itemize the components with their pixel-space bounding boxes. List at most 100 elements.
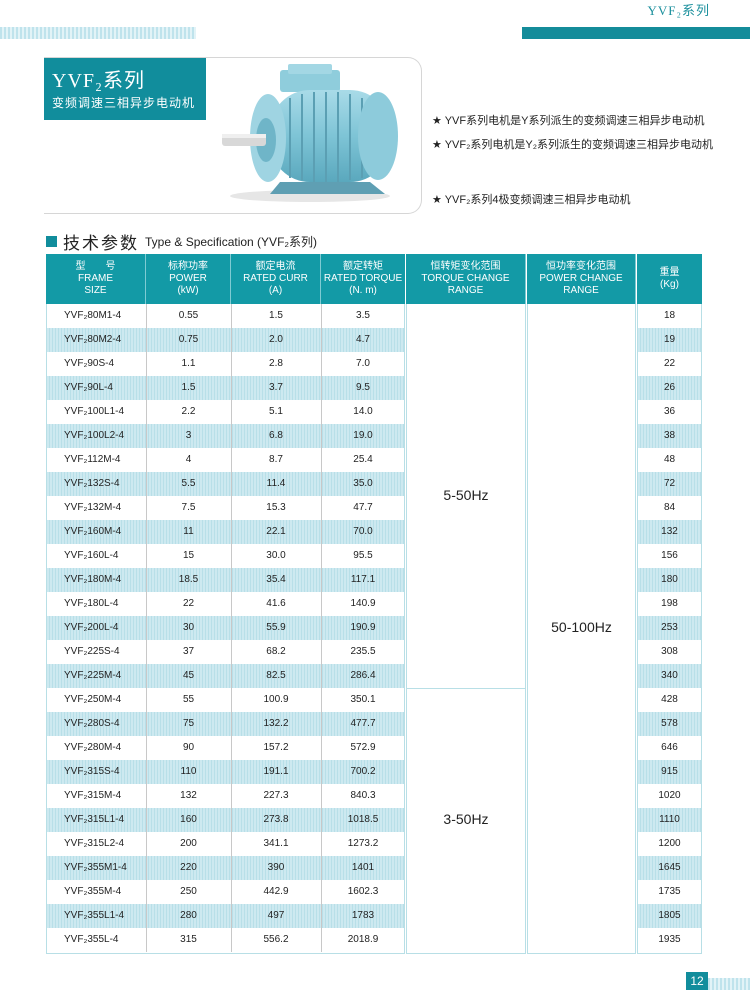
column-header: 型 号 FRAME SIZE bbox=[46, 254, 146, 304]
top-decor-strip-right bbox=[522, 27, 750, 39]
table-cell-curr: 100.9 bbox=[263, 694, 289, 705]
table-cell-power: 45 bbox=[182, 670, 195, 681]
column-header-line: (kW) bbox=[177, 285, 199, 296]
table-cell-power: 15 bbox=[182, 550, 195, 561]
spec-section-title: 技术参数 Type & Specification (YVF₂系列) bbox=[46, 229, 317, 254]
table-cell-power: 7.5 bbox=[181, 502, 196, 513]
column-header-line: 恒转矩变化范围 bbox=[430, 261, 501, 272]
table-cell-weight: 19 bbox=[663, 334, 676, 345]
table-cell-curr: 3.7 bbox=[269, 382, 283, 393]
table-row bbox=[638, 520, 701, 544]
table-cell-curr: 22.1 bbox=[266, 526, 286, 537]
table-cell-frame: YVF₂132S-4 bbox=[64, 478, 120, 489]
table-cell-curr: 1.5 bbox=[269, 310, 283, 321]
table-cell-weight: 428 bbox=[661, 694, 678, 705]
column-header-line: RATED CURR bbox=[243, 273, 308, 284]
table-cell-curr: 35.4 bbox=[266, 574, 286, 585]
table-cell-weight: 915 bbox=[661, 766, 678, 777]
table-cell-curr: 157.2 bbox=[263, 742, 289, 753]
table-cell-frame: YVF₂355L1-4 bbox=[64, 910, 125, 921]
table-cell-curr: 390 bbox=[267, 862, 285, 873]
square-bullet-icon bbox=[46, 236, 57, 247]
table-cell-frame: YVF₂315L1-4 bbox=[64, 814, 125, 825]
column-header-line: 恒功率变化范围 bbox=[546, 261, 616, 272]
table-row bbox=[47, 904, 404, 928]
table-cell-weight: 578 bbox=[661, 718, 678, 729]
table-cell-weight: 48 bbox=[663, 454, 676, 465]
table-cell-power: 110 bbox=[180, 766, 197, 777]
column-header: 恒转矩变化范围 TORQUE CHANGE RANGE bbox=[406, 254, 526, 304]
table-cell-power: 75 bbox=[182, 718, 195, 729]
table-cell-torque: 840.3 bbox=[350, 790, 376, 801]
column-divider bbox=[321, 304, 322, 952]
table-cell-weight: 646 bbox=[661, 742, 678, 753]
table-cell-power: 30 bbox=[182, 622, 195, 633]
table-row bbox=[47, 424, 404, 448]
table-row bbox=[47, 856, 404, 880]
table-cell-weight: 84 bbox=[663, 502, 676, 513]
table-cell-power: 0.75 bbox=[178, 334, 199, 345]
table-cell-power: 11 bbox=[183, 526, 194, 537]
table-cell-weight: 340 bbox=[661, 670, 678, 681]
table-cell-torque: 235.5 bbox=[350, 646, 376, 657]
spec-title-en: Type & Specification (YVF₂系列) bbox=[145, 235, 318, 249]
column-header-line: 额定转矩 bbox=[343, 261, 383, 272]
column-header-line: 标称功率 bbox=[168, 261, 208, 272]
table-row bbox=[47, 664, 404, 688]
column-header-line: 型 号 bbox=[75, 261, 116, 272]
column-header-line: FRAME bbox=[78, 273, 113, 284]
table-cell-curr: 497 bbox=[267, 910, 285, 921]
table-cell-weight: 308 bbox=[661, 646, 678, 657]
page-decor-strip bbox=[708, 978, 750, 990]
table-cell-curr: 30.0 bbox=[266, 550, 286, 561]
table-cell-weight: 36 bbox=[663, 406, 676, 417]
table-cell-weight: 1110 bbox=[659, 814, 680, 825]
table-row bbox=[47, 520, 404, 544]
table-cell-frame: YVF₂280S-4 bbox=[64, 718, 120, 729]
table-body-column-group bbox=[406, 304, 526, 954]
table-row bbox=[638, 664, 701, 688]
table-cell-power: 5.5 bbox=[181, 478, 196, 489]
hero-subtitle: 变频调速三相异步电动机 bbox=[52, 96, 196, 110]
table-cell-power: 250 bbox=[180, 886, 197, 897]
table-row bbox=[638, 760, 701, 784]
table-cell-frame: YVF₂280M-4 bbox=[64, 742, 122, 753]
column-header: 恒功率变化范围 POWER CHANGE RANGE bbox=[527, 254, 636, 304]
table-cell-torque: 47.7 bbox=[353, 502, 373, 513]
table-body-column-group bbox=[637, 304, 702, 954]
table-cell-power: 1.1 bbox=[181, 358, 196, 369]
column-header: 额定电流 RATED CURR (A) bbox=[231, 254, 321, 304]
table-cell-curr: 227.3 bbox=[263, 790, 289, 801]
table-cell-frame: YVF₂315L2-4 bbox=[64, 838, 125, 849]
column-header-line: POWER CHANGE bbox=[539, 273, 623, 284]
table-cell-curr: 556.2 bbox=[263, 934, 289, 945]
table-cell-weight: 38 bbox=[663, 430, 676, 441]
table-row bbox=[47, 616, 404, 640]
table-row bbox=[47, 760, 404, 784]
table-cell-curr: 273.8 bbox=[263, 814, 289, 825]
table-cell-torque: 4.7 bbox=[356, 334, 370, 345]
table-cell-frame: YVF₂225S-4 bbox=[64, 646, 120, 657]
top-series-label: YVF₂系列 bbox=[647, 3, 710, 18]
table-cell-weight: 22 bbox=[663, 358, 676, 369]
column-header-line: RANGE bbox=[447, 285, 484, 296]
spec-title-cn: 技术参数 bbox=[63, 234, 139, 253]
table-cell-weight: 1020 bbox=[658, 790, 681, 801]
table-cell-torque: 1783 bbox=[351, 910, 375, 921]
table-cell-weight: 132 bbox=[661, 526, 678, 537]
table-cell-torque: 477.7 bbox=[350, 718, 376, 729]
table-row bbox=[638, 712, 701, 736]
table-cell-power: 160 bbox=[180, 814, 197, 825]
table-cell-torque: 1401 bbox=[351, 862, 375, 873]
column-header-line: (N. m) bbox=[349, 285, 377, 296]
table-cell-frame: YVF₂180L-4 bbox=[64, 598, 119, 609]
table-cell-torque: 3.5 bbox=[356, 310, 370, 321]
table-body-column-group bbox=[527, 304, 636, 954]
table-cell-torque: 572.9 bbox=[350, 742, 376, 753]
table-cell-curr: 8.7 bbox=[269, 454, 283, 465]
table-cell-torque: 140.9 bbox=[350, 598, 376, 609]
column-header-line: SIZE bbox=[84, 285, 107, 296]
table-cell-power: 315 bbox=[180, 934, 197, 945]
table-cell-power: 132 bbox=[180, 790, 197, 801]
table-row bbox=[47, 472, 404, 496]
